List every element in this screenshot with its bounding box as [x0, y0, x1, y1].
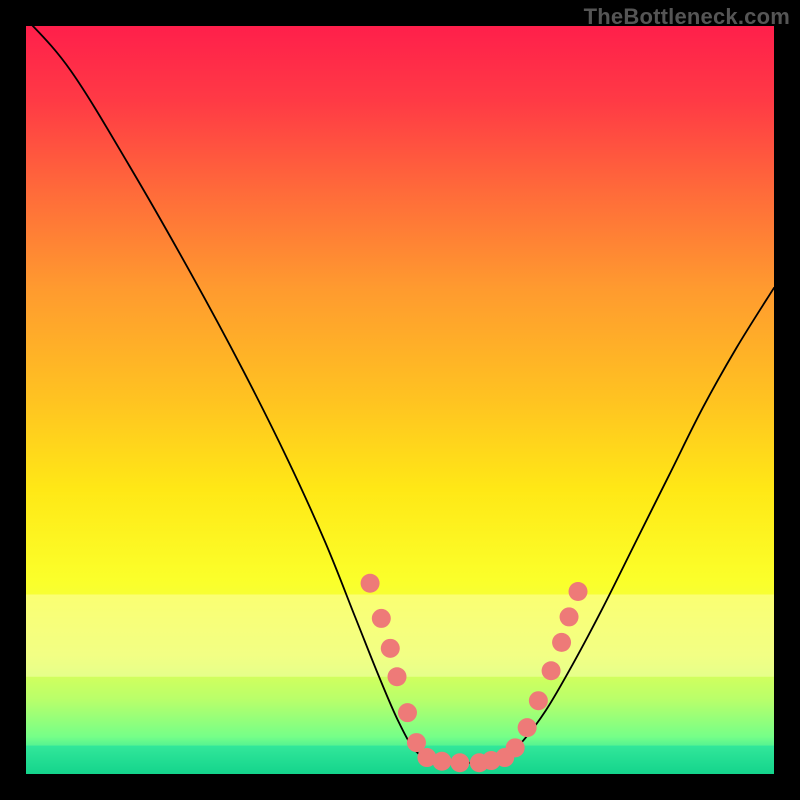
green-band — [26, 746, 774, 774]
marker-dot — [569, 582, 588, 601]
chart-stage: TheBottleneck.com — [0, 0, 800, 800]
watermark-text: TheBottleneck.com — [584, 4, 790, 30]
marker-dot — [398, 703, 417, 722]
marker-dot — [361, 574, 380, 593]
marker-dot — [560, 607, 579, 626]
chart-svg — [0, 0, 800, 800]
marker-dot — [432, 752, 451, 771]
marker-dot — [450, 753, 469, 772]
pale-yellow-band — [26, 594, 774, 676]
marker-dot — [552, 633, 571, 652]
marker-dot — [388, 667, 407, 686]
marker-dot — [518, 718, 537, 737]
marker-dot — [381, 639, 400, 658]
marker-dot — [372, 609, 391, 628]
marker-dot — [506, 738, 525, 757]
marker-dot — [529, 691, 548, 710]
marker-dot — [542, 661, 561, 680]
